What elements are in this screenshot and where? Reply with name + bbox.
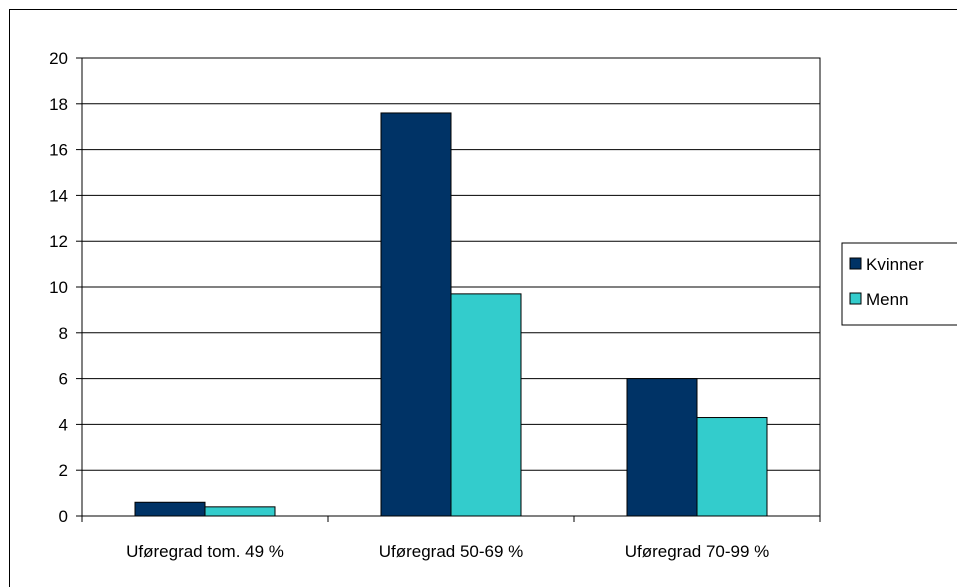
- axes: 0 2 4 6 8 10 12 14 16 18 20 Uføregrad tom. 49 % Ufør…: [49, 49, 821, 561]
- bar: [204, 506, 276, 517]
- bar: [450, 293, 522, 517]
- bar: [380, 112, 452, 517]
- y-tick-label: 16: [49, 141, 68, 160]
- legend: Kvinner Menn: [841, 242, 957, 326]
- legend-swatch: [849, 257, 862, 270]
- x-tick-label: Uføregrad 50-69 %: [379, 542, 524, 561]
- bar: [626, 378, 698, 517]
- bar: [134, 501, 206, 517]
- legend-swatch: [849, 292, 862, 305]
- y-tick-label: 14: [49, 186, 68, 205]
- y-tick-label: 12: [49, 232, 68, 251]
- legend-label: Kvinner: [866, 255, 924, 274]
- y-tick-label: 2: [59, 461, 68, 480]
- y-tick-label: 8: [59, 324, 68, 343]
- y-tick-label: 0: [59, 507, 68, 526]
- bar: [696, 417, 768, 517]
- legend-box: [841, 242, 957, 326]
- y-tick-label: 20: [49, 49, 68, 68]
- legend-label: Menn: [866, 290, 909, 309]
- y-tick-label: 4: [59, 415, 68, 434]
- x-tick-label: Uføregrad 70-99 %: [625, 542, 770, 561]
- x-tick-label: Uføregrad tom. 49 %: [126, 542, 284, 561]
- y-tick-label: 10: [49, 278, 68, 297]
- y-tick-label: 18: [49, 95, 68, 114]
- bars: [134, 112, 768, 517]
- y-tick-label: 6: [59, 370, 68, 389]
